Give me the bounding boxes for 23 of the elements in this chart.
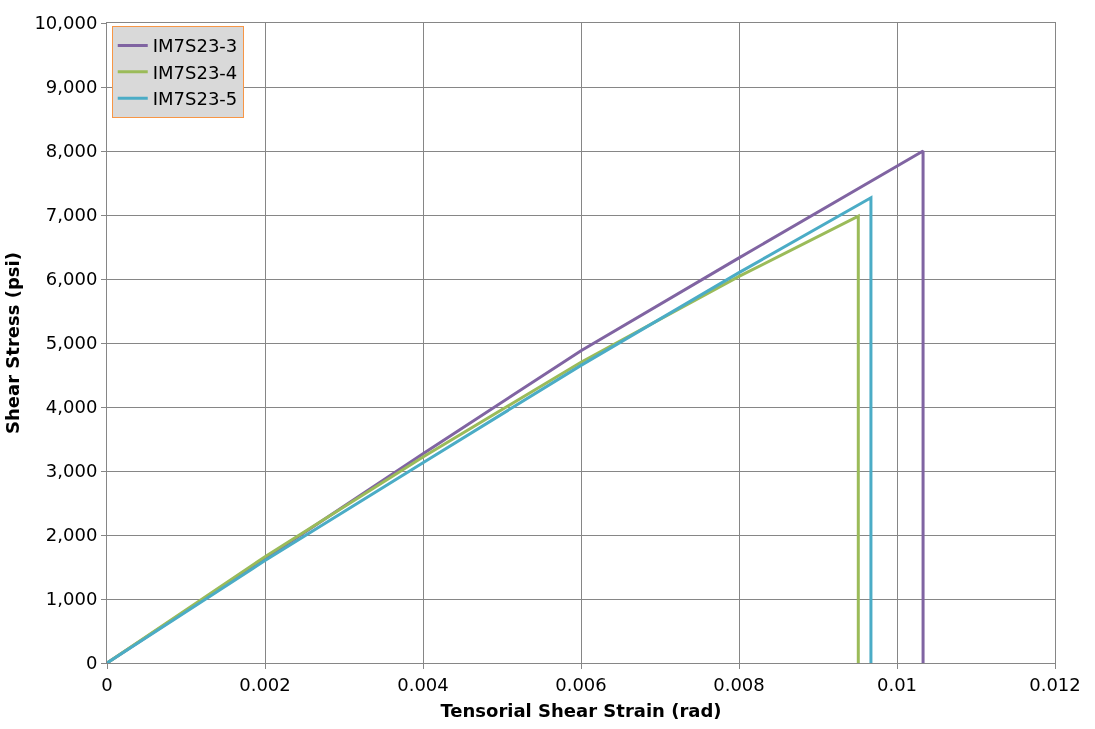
x-tick-label: 0.002	[239, 673, 291, 695]
x-tick-label: 0	[101, 673, 113, 695]
y-tick-label: 2,000	[45, 524, 98, 546]
y-tick-label: 7,000	[45, 204, 98, 226]
y-tick-label: 1,000	[45, 588, 98, 610]
x-tick-label: 0.01	[876, 673, 918, 695]
x-tick-label: 0.004	[397, 673, 449, 695]
y-tick-label: 10,000	[34, 12, 98, 34]
legend-label: IM7S23-3	[152, 35, 238, 57]
x-tick-label: 0.012	[1029, 673, 1081, 695]
x-tick-label: 0.006	[555, 673, 607, 695]
y-tick-label: 6,000	[45, 268, 98, 290]
y-tick-label: 9,000	[45, 76, 98, 98]
y-tick-label: 8,000	[45, 140, 98, 162]
legend-label: IM7S23-4	[152, 61, 238, 83]
y-tick-label: 3,000	[45, 460, 98, 482]
x-axis-title: Tensorial Shear Strain (rad)	[440, 699, 722, 721]
y-tick-label: 4,000	[45, 396, 98, 418]
y-tick-label: 0	[85, 652, 98, 674]
x-tick-label: 0.008	[713, 673, 765, 695]
y-tick-label: 5,000	[45, 332, 98, 354]
y-axis-title: Shear Stress (psi)	[1, 252, 23, 434]
legend-label: IM7S23-5	[152, 88, 238, 110]
